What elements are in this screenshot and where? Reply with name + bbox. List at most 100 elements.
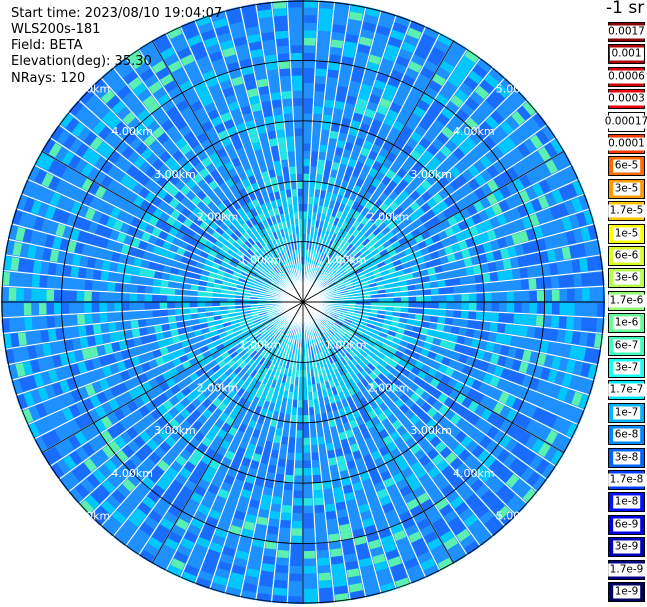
range-gate-cell bbox=[552, 172, 565, 188]
range-gate-cell bbox=[389, 102, 402, 114]
range-gate-cell bbox=[385, 549, 400, 561]
range-gate-cell bbox=[201, 497, 214, 509]
range-gate-cell bbox=[281, 197, 288, 206]
range-gate-cell bbox=[513, 280, 522, 291]
range-gate-cell bbox=[353, 332, 362, 339]
range-gate-cell bbox=[394, 156, 405, 168]
range-gate-cell bbox=[133, 435, 146, 448]
range-gate-cell bbox=[327, 279, 335, 286]
range-gate-cell bbox=[168, 407, 180, 418]
ray-separator bbox=[78, 99, 304, 303]
range-gate-cell bbox=[217, 104, 230, 116]
range-gate-cell bbox=[441, 332, 451, 341]
range-gate-cell bbox=[447, 378, 458, 389]
range-gate-cell bbox=[413, 376, 423, 386]
range-gate-cell bbox=[399, 393, 410, 404]
range-gate-cell bbox=[321, 182, 328, 192]
range-gate-cell bbox=[541, 125, 556, 141]
range-gate-cell bbox=[262, 448, 271, 457]
range-gate-cell bbox=[374, 377, 383, 386]
range-gate-cell bbox=[220, 244, 230, 253]
range-gate-cell bbox=[95, 368, 106, 380]
range-gate-cell bbox=[531, 198, 543, 212]
range-gate-cell bbox=[123, 358, 134, 369]
range-gate-cell bbox=[384, 206, 394, 217]
range-gate-cell bbox=[405, 473, 418, 485]
range-gate-cell bbox=[212, 387, 222, 398]
range-gate-cell bbox=[558, 358, 569, 372]
range-gate-cell bbox=[34, 344, 45, 358]
range-gate-cell bbox=[201, 29, 216, 41]
range-gate-cell bbox=[410, 351, 421, 360]
range-gate-cell bbox=[343, 241, 351, 250]
range-gate-cell bbox=[370, 264, 379, 272]
range-gate-cell bbox=[269, 233, 276, 242]
range-gate-cell bbox=[250, 226, 258, 235]
range-gate-cell bbox=[236, 122, 247, 133]
range-gate-cell bbox=[357, 129, 368, 140]
range-gate-cell bbox=[157, 498, 171, 511]
ray-separator bbox=[26, 301, 304, 426]
range-gate-cell bbox=[285, 320, 291, 328]
range-gate-cell bbox=[212, 206, 222, 217]
range-gate-cell bbox=[480, 100, 495, 115]
range-gate-cell bbox=[512, 178, 525, 192]
range-gate-cell bbox=[243, 194, 252, 204]
range-gate-cell bbox=[107, 322, 117, 332]
range-gate-cell bbox=[181, 20, 197, 33]
range-gate-cell bbox=[83, 458, 97, 473]
range-gate-cell bbox=[414, 283, 424, 290]
range-gate-cell bbox=[222, 86, 235, 98]
range-gate-cell bbox=[462, 182, 474, 195]
range-gate-cell bbox=[246, 262, 254, 269]
range-gate-cell bbox=[148, 378, 159, 389]
range-gate-cell bbox=[363, 579, 379, 590]
range-gate-cell bbox=[242, 342, 251, 350]
range-gate-cell bbox=[314, 512, 325, 521]
range-gate-cell bbox=[232, 220, 241, 229]
range-gate-cell bbox=[316, 352, 322, 361]
range-gate-cell bbox=[361, 314, 370, 320]
range-gate-cell bbox=[333, 578, 347, 588]
range-gate-cell bbox=[346, 499, 357, 509]
range-gate-cell bbox=[244, 344, 253, 353]
range-gate-cell bbox=[436, 67, 451, 80]
range-gate-cell bbox=[288, 596, 302, 604]
range-gate-cell bbox=[303, 196, 309, 204]
range-gate-cell bbox=[94, 405, 107, 419]
range-gate-cell bbox=[338, 311, 347, 316]
range-gate-cell bbox=[368, 426, 378, 437]
range-gate-cell bbox=[304, 558, 316, 567]
range-gate-cell bbox=[57, 251, 67, 264]
range-gate-cell bbox=[55, 223, 66, 237]
range-gate-cell bbox=[132, 409, 144, 422]
range-gate-cell bbox=[23, 391, 35, 407]
range-gate-cell bbox=[531, 392, 543, 406]
range-gate-cell bbox=[450, 134, 463, 147]
range-gate-cell bbox=[378, 575, 393, 587]
range-gate-cell bbox=[238, 129, 249, 140]
range-gate-cell bbox=[367, 409, 377, 420]
range-gate-cell bbox=[17, 258, 27, 272]
range-gate-cell bbox=[358, 257, 367, 265]
range-gate-cell bbox=[465, 97, 479, 111]
range-gate-cell bbox=[31, 288, 40, 301]
range-gate-cell bbox=[219, 412, 229, 422]
range-gate-cell bbox=[258, 221, 265, 230]
range-gate-cell bbox=[319, 252, 325, 261]
range-gate-cell bbox=[417, 73, 431, 86]
range-gate-cell bbox=[182, 360, 192, 370]
range-gate-cell bbox=[319, 343, 325, 352]
range-gate-cell bbox=[413, 218, 423, 228]
range-gate-cell bbox=[158, 230, 169, 241]
range-gate-cell bbox=[265, 275, 273, 282]
range-gate-cell bbox=[320, 382, 327, 391]
range-gate-cell bbox=[279, 190, 287, 199]
range-gate-cell bbox=[42, 450, 56, 466]
range-gate-cell bbox=[365, 586, 380, 598]
range-gate-cell bbox=[144, 294, 153, 302]
range-gate-cell bbox=[338, 163, 347, 173]
range-gate-cell bbox=[191, 206, 202, 217]
range-gate-cell bbox=[133, 337, 143, 347]
range-gate-cell bbox=[397, 345, 407, 353]
